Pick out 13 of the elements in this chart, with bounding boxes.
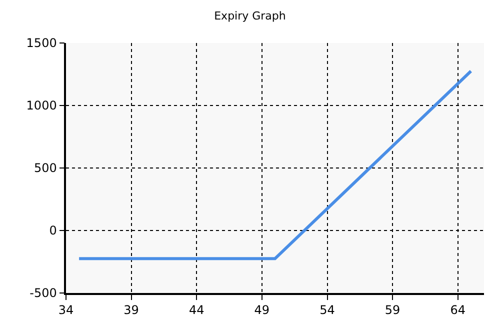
x-tick-label: 64 [450, 303, 466, 318]
x-tick-label: 59 [384, 303, 400, 318]
x-tick-label: 44 [188, 303, 204, 318]
y-tick-label: 0 [49, 224, 57, 238]
x-tick-label: 34 [58, 303, 74, 318]
x-tick-label: 39 [124, 303, 139, 318]
y-tick-label: 500 [34, 161, 57, 176]
x-tick-label: 54 [320, 303, 335, 318]
y-tick-label: 1500 [26, 36, 57, 50]
chart-title: Expiry Graph [214, 9, 286, 22]
y-tick-label: -500 [30, 286, 57, 300]
x-tick-label: 49 [254, 303, 270, 318]
y-tick-label: 1000 [26, 98, 57, 113]
